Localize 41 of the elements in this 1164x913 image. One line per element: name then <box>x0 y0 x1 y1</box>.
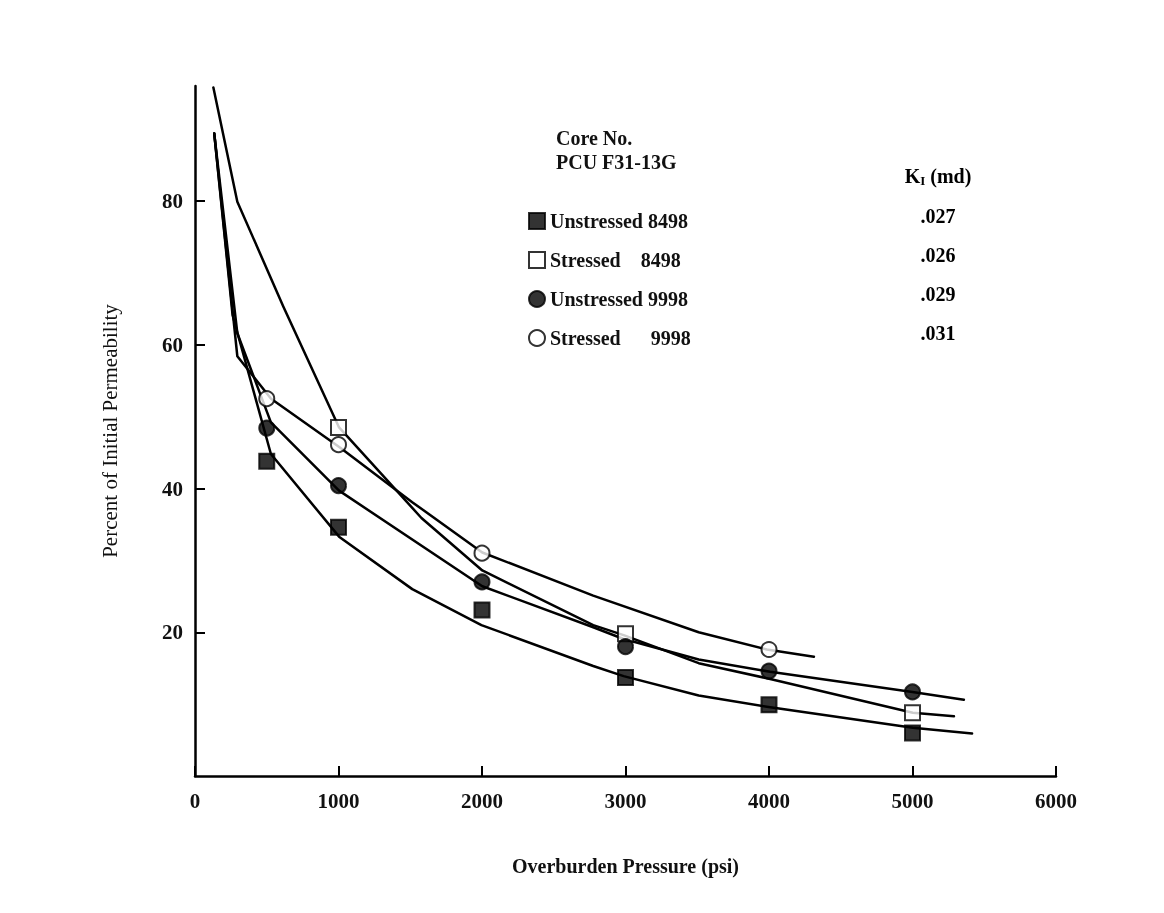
annotation: KI (md) <box>904 165 972 188</box>
point <box>760 696 778 714</box>
legend-label: Unstressed 9998 <box>550 288 688 310</box>
y-axis-title: Percent of Initial Permeability <box>97 303 122 558</box>
point <box>904 704 921 722</box>
point <box>760 662 778 680</box>
point <box>617 669 634 687</box>
legend-label: Stressed 9998 <box>550 327 691 349</box>
point <box>330 477 347 495</box>
point <box>904 724 921 742</box>
legend-label: Unstressed 8498 <box>550 210 688 232</box>
y-tick-label: 20 <box>162 620 183 645</box>
point <box>617 638 634 656</box>
annotation: .026 <box>920 244 956 266</box>
x-tick-label: 4000 <box>748 788 790 813</box>
point <box>258 390 276 408</box>
annotation: .027 <box>920 205 956 227</box>
legend-title: Core No. PCU F31-13G <box>556 127 677 173</box>
y-tick-label: 60 <box>162 332 183 357</box>
x-tick-label: 6000 <box>1035 788 1077 813</box>
x-tick-label: 5000 <box>891 788 934 813</box>
point <box>258 419 276 437</box>
x-tick-label: 1000 <box>317 788 360 813</box>
x-tick-label: 2000 <box>461 788 503 813</box>
x-axis-title: Overburden Pressure (psi) <box>511 855 740 878</box>
point <box>473 601 491 619</box>
point <box>258 452 276 470</box>
annotation: .031 <box>920 322 956 344</box>
point <box>760 641 778 658</box>
point <box>904 683 921 701</box>
point <box>330 418 347 436</box>
point <box>473 573 491 591</box>
x-tick-label: 3000 <box>604 788 647 813</box>
x-tick-label: 0 <box>189 788 201 813</box>
y-tick-label: 40 <box>162 476 183 501</box>
point <box>330 518 347 536</box>
annotation: .029 <box>920 283 956 305</box>
point <box>473 544 491 562</box>
point <box>330 436 347 454</box>
y-tick-label: 80 <box>162 189 183 213</box>
legend-label: Stressed 8498 <box>550 249 681 271</box>
